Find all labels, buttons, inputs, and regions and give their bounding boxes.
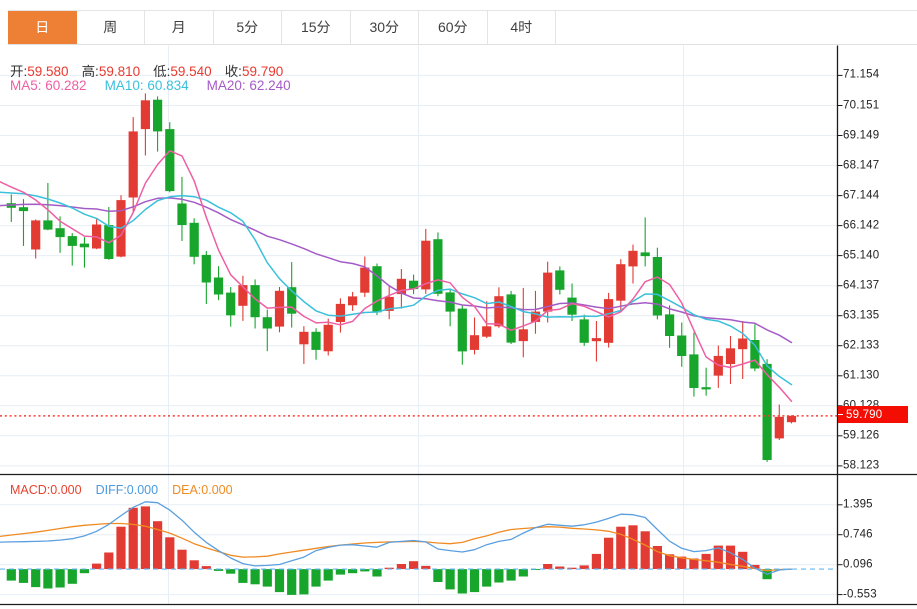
macd-legend-item: MACD:0.000 bbox=[10, 483, 82, 497]
price-axis-label: 64.137 bbox=[843, 279, 880, 292]
macd-legend-item: DIFF:0.000 bbox=[95, 483, 159, 497]
indicator-lines bbox=[0, 150, 793, 575]
tab-period-0[interactable]: 日 bbox=[8, 11, 77, 44]
price-axis-label: 70.151 bbox=[843, 99, 880, 111]
price-axis-label: 61.130 bbox=[843, 369, 880, 382]
candlesticks bbox=[6, 93, 797, 462]
grid-lines bbox=[0, 45, 838, 605]
ma-legend-item: MA20: 62.240 bbox=[206, 78, 291, 93]
macd-axis-label: 1.395 bbox=[843, 498, 873, 511]
current-price-tag: 59.790 bbox=[838, 406, 908, 423]
price-axis-label: 65.140 bbox=[843, 249, 880, 262]
price-axis-label: 58.123 bbox=[843, 459, 880, 472]
tab-period-7[interactable]: 4时 bbox=[487, 11, 556, 44]
tab-period-1[interactable]: 周 bbox=[76, 11, 145, 44]
ohlc-value: 59.790 bbox=[241, 64, 284, 79]
ohlc-label: 高: bbox=[81, 64, 99, 79]
macd-axis-label: 0.096 bbox=[843, 558, 873, 571]
macd-legend: MACD:0.000 DIFF:0.000 DEA:0.000 bbox=[10, 483, 247, 497]
ohlc-label: 低: bbox=[153, 64, 171, 79]
tab-period-3[interactable]: 5分 bbox=[213, 11, 282, 44]
ohlc-label: 开: bbox=[10, 64, 28, 79]
tab-period-5[interactable]: 30分 bbox=[350, 11, 419, 44]
ma-legend-item: MA5: 60.282 bbox=[10, 78, 87, 93]
price-axis-label: 67.144 bbox=[843, 189, 880, 202]
price-axis-label: 62.133 bbox=[843, 339, 880, 352]
price-axis-label: 59.126 bbox=[843, 429, 880, 442]
chart-overlays bbox=[0, 415, 838, 570]
ma-legend-item: MA10: 60.834 bbox=[104, 78, 189, 93]
tab-period-2[interactable]: 月 bbox=[145, 11, 214, 44]
chart-frame bbox=[0, 45, 917, 606]
price-axis-label: 69.149 bbox=[843, 129, 880, 141]
price-axis-label: 68.147 bbox=[843, 159, 880, 171]
macd-legend-item: DEA:0.000 bbox=[172, 483, 233, 497]
price-tag-tick bbox=[838, 414, 843, 415]
tab-period-6[interactable]: 60分 bbox=[419, 11, 488, 44]
current-price-value: 59.790 bbox=[846, 408, 883, 421]
macd-axis-label: -0.553 bbox=[843, 588, 877, 601]
macd-histogram bbox=[6, 506, 784, 595]
price-axis-label: 63.135 bbox=[843, 309, 880, 322]
ohlc-label: 收: bbox=[224, 64, 242, 79]
price-axis-label: 71.154 bbox=[843, 68, 880, 81]
ma-legend: MA5: 60.282 MA10: 60.834 MA20: 62.240 bbox=[10, 78, 309, 93]
price-axis-label: 60.128 bbox=[843, 400, 879, 412]
ohlc-value: 59.810 bbox=[98, 64, 141, 79]
macd-axis-label: 0.746 bbox=[843, 528, 873, 541]
tab-period-4[interactable]: 15分 bbox=[282, 11, 351, 44]
ohlc-value: 59.580 bbox=[27, 64, 69, 79]
price-axis-label: 66.142 bbox=[843, 219, 880, 232]
ohlc-legend: 开:59.580 高:59.810 低:59.540 收:59.790 bbox=[10, 60, 296, 80]
timeframe-tab-bar: 日周月 5分 15分 30分 60分 4时 bbox=[8, 10, 917, 45]
ohlc-value: 59.540 bbox=[170, 64, 212, 79]
